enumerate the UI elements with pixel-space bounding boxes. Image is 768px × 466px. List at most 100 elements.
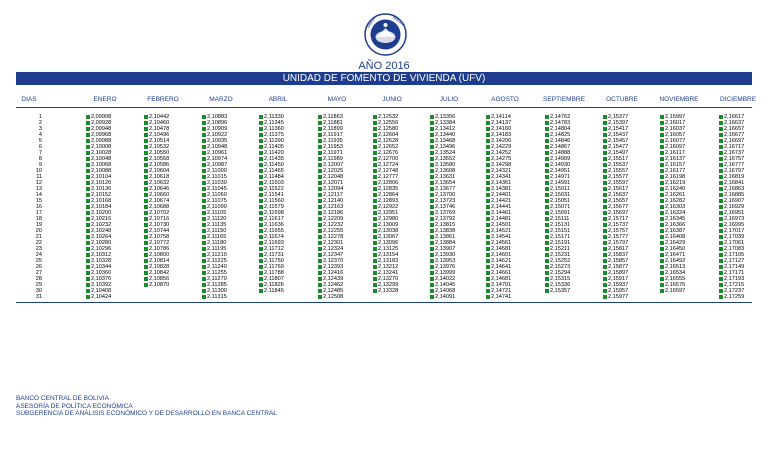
day-cell: 11 [36,174,42,180]
ufv-value-cell: 2,11120 [202,216,226,222]
table-row: 20 2,10248 2,10744 2,11150 2,11655 2,12255 2,1… [16,228,752,234]
ufv-value-cell: 2,13746 [430,204,455,210]
ufv-value-cell: 2,11971 [318,150,343,156]
table-row: 17 2,10200 2,10702 2,11105 2,11598 2,12186 2,1… [16,210,752,216]
ufv-value-cell: 2,16777 [719,162,744,168]
ufv-value-cell: 2,15131 [545,222,570,228]
ufv-value-cell: 2,16017 [660,120,685,126]
ufv-value-cell: 2,10909 [202,126,227,132]
table-row: 19 2,10232 2,10730 2,11135 2,11636 2,12232 2,1… [16,222,752,228]
ufv-value-cell: 2,16157 [660,162,685,168]
table-row: 22 2,10280 2,10772 2,11180 2,11693 2,12301 2,1… [16,240,752,246]
ufv-value-cell: 2,10478 [144,126,169,132]
ufv-value-cell: 2,16261 [660,192,685,198]
ufv-value-cell: 2,10688 [144,204,169,210]
ufv-value-cell: 2,16137 [660,156,685,162]
table-row: 1 2,09908 2,10442 2,10883 2,11330 2,11863 2,12… [16,114,752,120]
ufv-value-cell: 2,10716 [144,216,169,222]
ufv-value-cell: 2,11484 [259,174,284,180]
ufv-value-cell: 2,15717 [603,216,628,222]
ufv-value-cell: 2,17237 [719,288,744,294]
ufv-value-cell: 2,15051 [545,198,570,204]
ufv-value-cell: 2,14561 [486,240,511,246]
ufv-value-cell: 2,16408 [660,234,685,240]
table-row: 27 2,10360 2,10842 2,11255 2,11788 2,12416 2,1… [16,270,752,276]
ufv-value-cell: 2,12462 [318,282,343,288]
table-row: 7 2,10028 2,10550 2,10961 2,11420 2,11971 2,12… [16,150,752,156]
ufv-value-cell: 2,15151 [545,228,570,234]
ufv-value-cell: 2,13861 [430,234,455,240]
column-header-marzo: MARZO [209,96,233,103]
year-title: AÑO 2016 [358,60,410,72]
ufv-value-cell: 2,12864 [373,192,398,198]
ufv-value-cell: 2,12532 [373,114,398,120]
ufv-value-cell: 2,15877 [603,264,628,270]
ufv-value-cell: 2,12232 [318,222,343,228]
ufv-value-cell: 2,16995 [719,222,744,228]
column-header-abril: ABRIL [268,96,288,103]
ufv-value-cell: 2,15957 [603,288,628,294]
table-row: 15 2,10168 2,10674 2,11075 2,11560 2,12140 2,1… [16,198,752,204]
ufv-value-cell: 2,11195 [202,246,226,252]
ufv-value-cell: 2,16117 [660,150,685,156]
ufv-value-cell: 2,10974 [202,156,227,162]
ufv-value-cell: 2,14991 [545,180,570,186]
ufv-value-cell: 2,14541 [486,234,511,240]
ufv-value-cell: 2,16345 [660,216,685,222]
day-cell: 6 [38,144,42,150]
ufv-value-cell: 2,12748 [373,168,398,174]
ufv-value-cell: 2,10568 [144,156,169,162]
ufv-value-cell: 2,15617 [603,186,628,192]
ufv-value-cell: 2,09908 [86,114,111,120]
ufv-value-cell: 2,13440 [430,132,455,138]
ufv-value-cell: 2,15273 [545,264,570,270]
ufv-value-cell: 2,11503 [259,180,284,186]
ufv-value-cell: 2,13009 [373,222,398,228]
ufv-value-cell: 2,15497 [603,150,628,156]
ufv-value-cell: 2,14521 [486,228,511,234]
table-row: 3 2,09948 2,10478 2,10909 2,11360 2,11899 2,12… [16,126,752,132]
ufv-value-cell: 2,10120 [86,180,111,186]
table-row: 25 2,10328 2,10814 2,11225 2,11750 2,12370 2,1… [16,258,752,264]
column-header-septiembre: SEPTIEMBRE [543,96,585,103]
ufv-value-cell: 2,10814 [144,258,169,264]
ufv-value-cell: 2,16037 [660,126,685,132]
ufv-value-cell: 2,10586 [144,162,169,168]
ufv-value-cell: 2,15071 [545,204,570,210]
ufv-value-cell: 2,10922 [202,132,227,138]
ufv-value-cell: 2,11225 [202,258,227,264]
ufv-value-cell: 2,16366 [660,222,685,228]
table-row: 4 2,09968 2,10496 2,10922 2,11375 2,11917 2,12… [16,132,752,138]
ufv-value-cell: 2,16471 [660,252,685,258]
ufv-value-cell: 2,11655 [259,228,284,234]
column-header-agosto: AGOSTO [491,96,519,103]
ufv-value-cell: 2,11935 [318,138,343,144]
ufv-value-cell: 2,09948 [86,126,111,132]
day-cell: 5 [38,138,42,144]
table-row: 30 2,10408 2,11300 2,11845 2,12485 2,13328 2,1… [16,288,752,294]
ufv-value-cell: 2,16450 [660,246,685,252]
ufv-value-cell: 2,13552 [430,156,455,162]
ufv-value-cell: 2,10660 [144,192,169,198]
ufv-value-cell: 2,16717 [719,144,744,150]
day-cell: 29 [35,282,42,288]
ufv-value-cell: 2,11060 [202,192,227,198]
ufv-value-cell: 2,11598 [259,210,284,216]
ufv-value-cell: 2,16617 [719,114,744,120]
day-cell: 31 [35,294,42,300]
ufv-value-cell: 2,17105 [719,252,744,258]
svg-text:BANCO: BANCO [366,16,377,29]
day-cell: 1 [38,114,42,120]
ufv-value-cell: 2,11285 [202,282,227,288]
ufv-value-cell: 2,16677 [719,132,744,138]
ufv-value-cell: 2,10008 [86,144,111,150]
ufv-value-cell: 2,10068 [86,162,111,168]
ufv-value-cell: 2,11560 [259,198,284,204]
ufv-value-cell: 2,14229 [486,144,511,150]
ufv-value-cell: 2,13241 [373,270,398,276]
ufv-value-cell: 2,15737 [603,222,628,228]
day-cell: 20 [35,228,42,234]
ufv-value-cell: 2,14361 [486,180,511,186]
ufv-value-cell: 2,11405 [259,144,284,150]
ufv-value-cell: 2,16555 [660,276,685,282]
